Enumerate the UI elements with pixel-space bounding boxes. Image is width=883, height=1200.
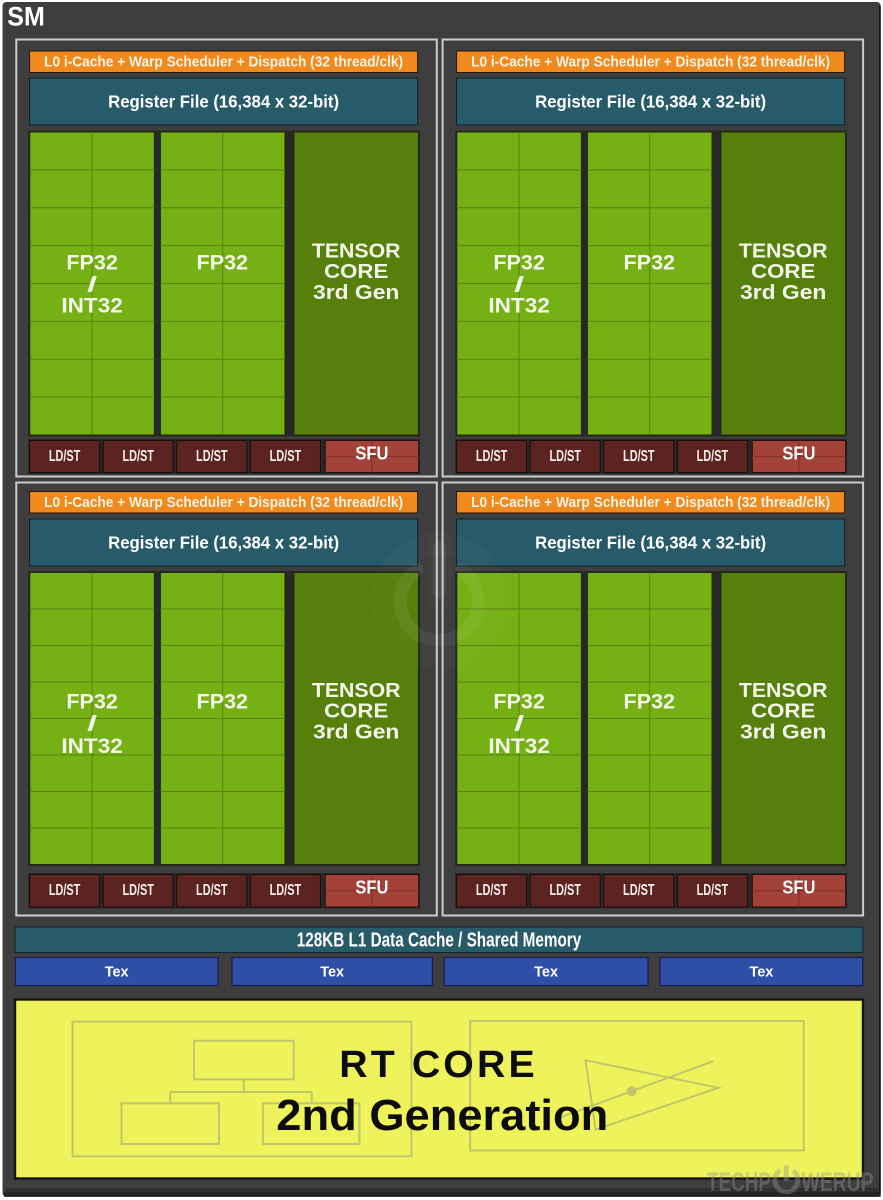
svg-text:Tex: Tex	[320, 965, 344, 981]
svg-text:Tex: Tex	[105, 965, 129, 981]
svg-text:TECHP: TECHP	[707, 1167, 771, 1197]
svg-text:FP32: FP32	[66, 691, 118, 714]
svg-text:LD/ST: LD/ST	[697, 448, 729, 465]
svg-text:CORE: CORE	[324, 700, 388, 722]
svg-text:LD/ST: LD/ST	[623, 882, 655, 899]
svg-text:L0 i-Cache + Warp Scheduler +: L0 i-Cache + Warp Scheduler + Dispatch (…	[471, 494, 830, 511]
svg-text:LD/ST: LD/ST	[476, 448, 508, 465]
svg-text:Tex: Tex	[534, 965, 558, 981]
svg-text:INT32: INT32	[61, 735, 123, 758]
svg-text:SFU: SFU	[782, 443, 815, 464]
svg-text:TENSOR: TENSOR	[739, 241, 828, 263]
svg-text:L0 i-Cache + Warp Scheduler +: L0 i-Cache + Warp Scheduler + Dispatch (…	[44, 494, 403, 511]
svg-text:FP32: FP32	[493, 691, 545, 714]
svg-text:L0 i-Cache + Warp Scheduler +: L0 i-Cache + Warp Scheduler + Dispatch (…	[44, 54, 403, 71]
svg-text:LD/ST: LD/ST	[49, 882, 81, 899]
svg-text:SFU: SFU	[355, 877, 388, 898]
svg-text:FP32: FP32	[493, 252, 545, 275]
svg-text:/: /	[87, 713, 97, 736]
svg-text:INT32: INT32	[488, 735, 550, 758]
svg-text:FP32: FP32	[197, 252, 249, 275]
svg-text:TENSOR: TENSOR	[739, 680, 828, 702]
svg-text:Register File (16,384 x 32-bit: Register File (16,384 x 32-bit)	[108, 91, 339, 111]
svg-text:3rd Gen: 3rd Gen	[740, 282, 826, 304]
svg-text:LD/ST: LD/ST	[549, 448, 581, 465]
svg-text:Register File (16,384 x 32-bit: Register File (16,384 x 32-bit)	[108, 532, 339, 552]
svg-text:SFU: SFU	[782, 877, 815, 898]
svg-text:LD/ST: LD/ST	[476, 882, 508, 899]
svg-text:LD/ST: LD/ST	[122, 448, 154, 465]
svg-text:3rd Gen: 3rd Gen	[313, 282, 399, 304]
svg-text:LD/ST: LD/ST	[49, 448, 81, 465]
svg-text:LD/ST: LD/ST	[196, 448, 228, 465]
svg-text:Register File (16,384 x 32-bit: Register File (16,384 x 32-bit)	[535, 532, 766, 552]
svg-text:LD/ST: LD/ST	[697, 882, 729, 899]
svg-text:TENSOR: TENSOR	[312, 680, 401, 702]
svg-text:Register File (16,384 x 32-bit: Register File (16,384 x 32-bit)	[535, 91, 766, 111]
svg-text:Tex: Tex	[749, 965, 773, 981]
svg-text:128KB L1 Data Cache / Shared M: 128KB L1 Data Cache / Shared Memory	[297, 930, 582, 952]
svg-text:SFU: SFU	[355, 443, 388, 464]
svg-text:LD/ST: LD/ST	[196, 882, 228, 899]
svg-text:CORE: CORE	[751, 700, 815, 722]
svg-text:WERUP: WERUP	[802, 1167, 874, 1197]
svg-text:TENSOR: TENSOR	[312, 241, 401, 263]
svg-text:2nd Generation: 2nd Generation	[276, 1091, 608, 1140]
svg-text:LD/ST: LD/ST	[270, 448, 302, 465]
svg-text:/: /	[87, 274, 97, 297]
svg-text:FP32: FP32	[624, 691, 676, 714]
svg-text:FP32: FP32	[197, 691, 249, 714]
svg-text:INT32: INT32	[488, 294, 550, 317]
svg-text:RT CORE: RT CORE	[339, 1044, 538, 1086]
svg-text:INT32: INT32	[61, 294, 123, 317]
svg-text:SM: SM	[7, 1, 45, 31]
svg-text:/: /	[514, 713, 524, 736]
svg-text:LD/ST: LD/ST	[623, 448, 655, 465]
svg-text:CORE: CORE	[751, 261, 815, 283]
svg-text:/: /	[514, 274, 524, 297]
svg-text:FP32: FP32	[624, 252, 676, 275]
svg-text:LD/ST: LD/ST	[270, 882, 302, 899]
svg-text:LD/ST: LD/ST	[549, 882, 581, 899]
svg-text:CORE: CORE	[324, 261, 388, 283]
svg-text:FP32: FP32	[66, 252, 118, 275]
svg-text:L0 i-Cache + Warp Scheduler +: L0 i-Cache + Warp Scheduler + Dispatch (…	[471, 54, 830, 71]
svg-text:3rd Gen: 3rd Gen	[313, 722, 399, 744]
svg-text:LD/ST: LD/ST	[122, 882, 154, 899]
svg-text:3rd Gen: 3rd Gen	[740, 722, 826, 744]
